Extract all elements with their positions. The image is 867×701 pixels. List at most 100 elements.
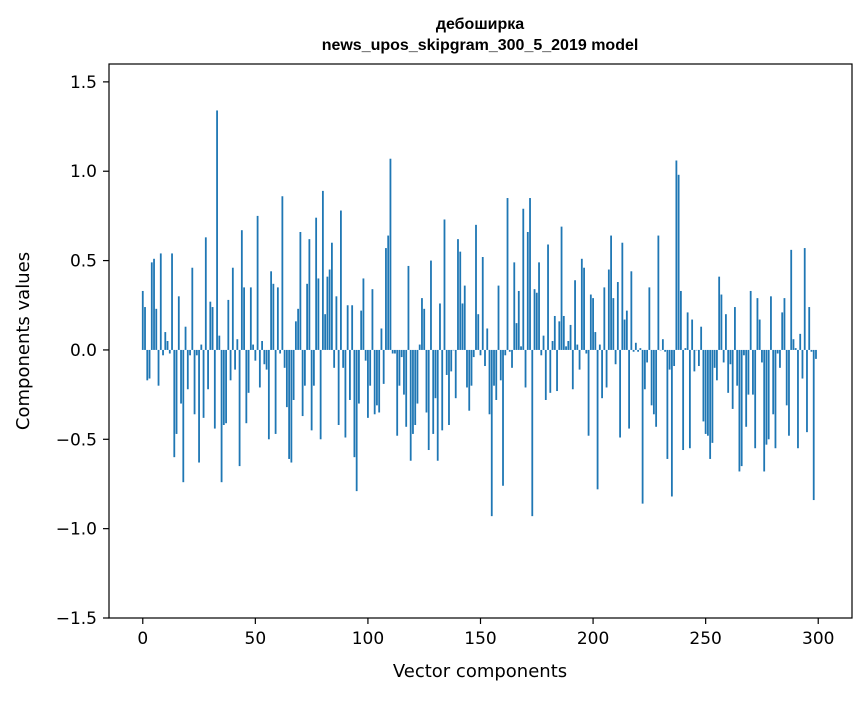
bar (250, 287, 252, 350)
bar (666, 350, 668, 459)
bar (606, 350, 608, 388)
bar (493, 350, 495, 386)
bar (772, 350, 774, 414)
bar (178, 296, 180, 350)
bar (230, 350, 232, 380)
bar (290, 350, 292, 463)
bar (457, 239, 459, 350)
bar (281, 196, 283, 350)
bar (414, 350, 416, 425)
bar (342, 350, 344, 368)
bar (721, 295, 723, 350)
bar (500, 350, 502, 380)
bar (374, 350, 376, 414)
bar (621, 243, 623, 350)
bar (333, 350, 335, 368)
bar (707, 350, 709, 436)
bar (234, 350, 236, 370)
bar (689, 350, 691, 448)
bar (750, 291, 752, 350)
bar (558, 321, 560, 350)
bar (347, 305, 349, 350)
bar (324, 314, 326, 350)
bar (360, 311, 362, 350)
bar (358, 350, 360, 404)
bar (198, 350, 200, 463)
bar (531, 350, 533, 516)
bar (637, 350, 639, 352)
bar (185, 327, 187, 350)
bar (313, 350, 315, 386)
x-axis-label: Vector components (393, 661, 567, 682)
bar (209, 302, 211, 350)
bar (349, 350, 351, 400)
bar (556, 350, 558, 391)
bar (176, 350, 178, 434)
bar (793, 339, 795, 350)
bar (684, 348, 686, 350)
bar (552, 341, 554, 350)
bar (225, 350, 227, 423)
bar (304, 350, 306, 386)
bar (725, 314, 727, 350)
bar (356, 350, 358, 491)
bar (419, 345, 421, 350)
bar (554, 316, 556, 350)
bar (448, 350, 450, 425)
bar (714, 350, 716, 368)
bar (275, 350, 277, 434)
bar (376, 350, 378, 405)
bar (162, 350, 164, 355)
bar (716, 350, 718, 380)
bar (392, 350, 394, 354)
bar (167, 341, 169, 350)
bar (482, 257, 484, 350)
bar (286, 350, 288, 407)
bar (254, 350, 256, 361)
bar (263, 350, 265, 364)
bar (804, 248, 806, 350)
bar (428, 350, 430, 450)
bar (797, 350, 799, 448)
bar (340, 211, 342, 350)
bar (570, 325, 572, 350)
bar (196, 350, 198, 355)
bar (203, 350, 205, 418)
bar (480, 350, 482, 355)
bar (473, 350, 475, 357)
bar (703, 350, 705, 421)
bar (293, 350, 295, 400)
bar (464, 286, 466, 350)
bar (372, 289, 374, 350)
bar (691, 320, 693, 350)
bar (799, 334, 801, 350)
bar (619, 350, 621, 438)
bar (784, 298, 786, 350)
bar (592, 298, 594, 350)
bar (507, 198, 509, 350)
bar (322, 191, 324, 350)
bar (268, 350, 270, 439)
bar (646, 350, 648, 363)
bar (462, 303, 464, 349)
bar (320, 350, 322, 439)
bar (338, 350, 340, 425)
bar (806, 350, 808, 432)
bar (612, 298, 614, 350)
bar (248, 350, 250, 393)
bar (239, 350, 241, 466)
bar (599, 345, 601, 350)
bar (401, 350, 403, 357)
bar (617, 282, 619, 350)
bar (579, 350, 581, 370)
bar (331, 243, 333, 350)
bar (403, 350, 405, 395)
x-tick-label: 50 (245, 629, 267, 649)
bar (477, 314, 479, 350)
bar (712, 350, 714, 443)
bar (727, 350, 729, 393)
bar (563, 316, 565, 350)
bar (583, 268, 585, 350)
bar (754, 350, 756, 448)
